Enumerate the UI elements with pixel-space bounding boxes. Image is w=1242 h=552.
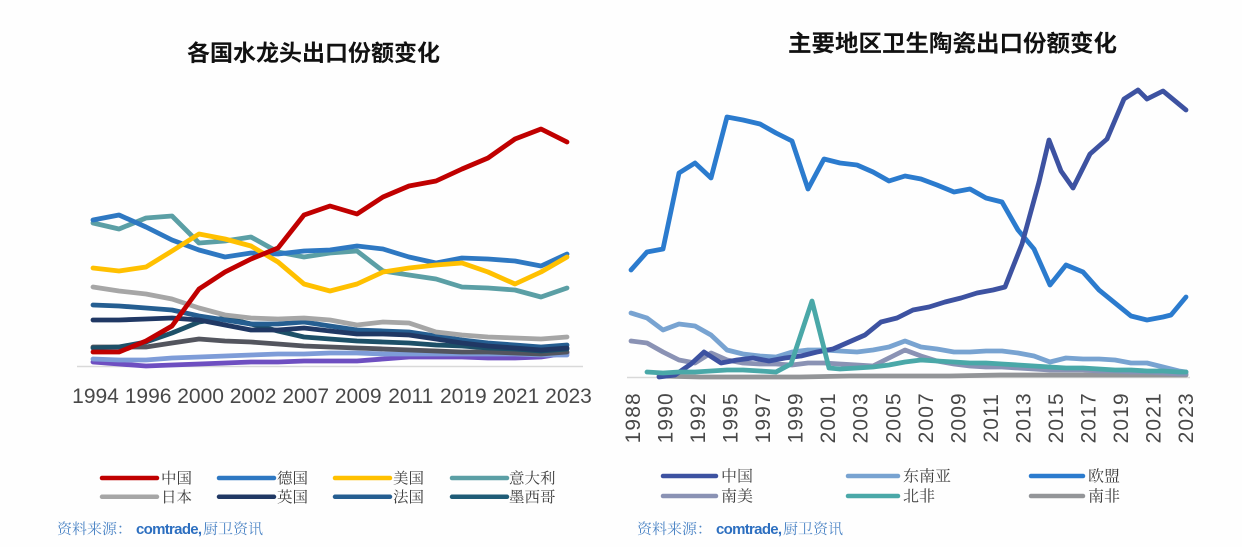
svg-text:1992: 1992: [687, 392, 710, 443]
svg-text:2002: 2002: [230, 385, 277, 408]
svg-text:comtrade,: comtrade,: [716, 521, 782, 538]
svg-text:1999: 1999: [785, 392, 808, 443]
svg-text:2007: 2007: [282, 385, 329, 408]
svg-text:2000: 2000: [177, 385, 224, 408]
svg-text:comtrade,: comtrade,: [136, 521, 202, 538]
svg-text:2011: 2011: [980, 393, 1003, 443]
svg-text:2023: 2023: [1175, 392, 1198, 443]
svg-text:1994: 1994: [72, 385, 119, 408]
svg-text:1990: 1990: [654, 392, 677, 443]
svg-text:2005: 2005: [882, 392, 905, 443]
svg-text:1997: 1997: [752, 392, 775, 443]
svg-text:2009: 2009: [947, 392, 970, 443]
svg-text:2001: 2001: [817, 392, 840, 443]
svg-text:1995: 1995: [720, 392, 743, 443]
svg-text:2007: 2007: [915, 392, 938, 443]
svg-text:2009: 2009: [335, 385, 382, 408]
svg-text:2019: 2019: [440, 385, 487, 408]
svg-text:2015: 2015: [1045, 392, 1068, 443]
svg-text:2017: 2017: [1078, 392, 1101, 443]
svg-text:2013: 2013: [1013, 392, 1036, 443]
svg-text:2019: 2019: [1110, 392, 1133, 443]
svg-text:1996: 1996: [125, 385, 172, 408]
svg-text:2021: 2021: [493, 385, 540, 408]
svg-text:1988: 1988: [622, 392, 645, 443]
svg-text:2011: 2011: [388, 385, 433, 408]
svg-text:2021: 2021: [1143, 392, 1166, 443]
svg-text:2003: 2003: [850, 392, 873, 443]
svg-text:2023: 2023: [545, 385, 592, 408]
